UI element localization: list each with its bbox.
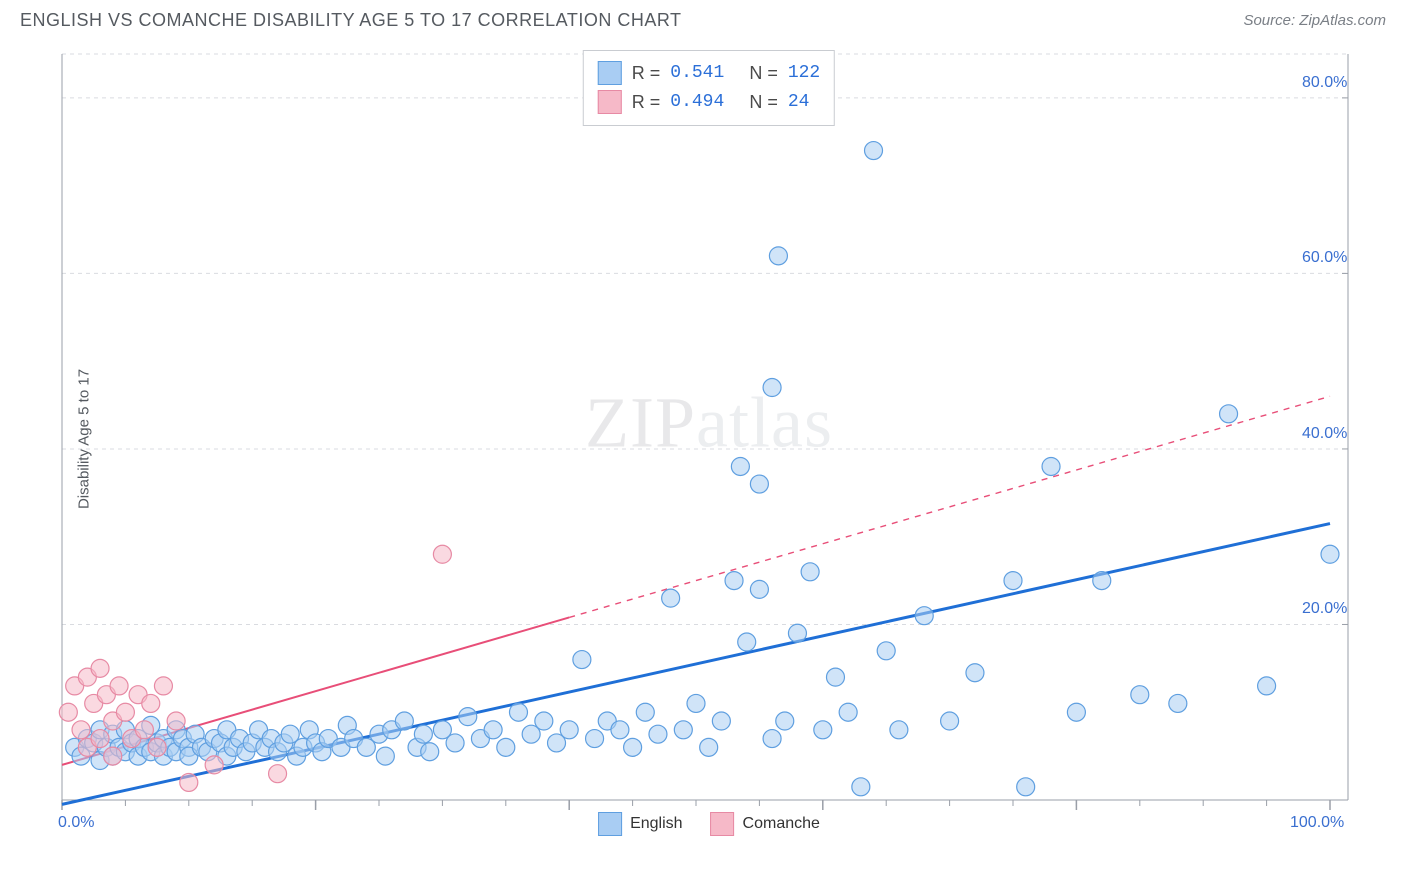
x-tick-label: 0.0% [58, 814, 94, 832]
legend-series: English Comanche [598, 812, 820, 836]
r-value-english: 0.541 [670, 59, 724, 88]
n-value-english: 122 [788, 59, 820, 88]
n-label: N = [749, 88, 778, 117]
r-value-comanche: 0.494 [670, 88, 724, 117]
r-label: R = [632, 59, 661, 88]
chart-area: Disability Age 5 to 17 ZIPatlas R = 0.54… [44, 44, 1374, 834]
n-value-comanche: 24 [788, 88, 810, 117]
x-tick-label: 100.0% [1290, 814, 1344, 832]
y-tick-label: 60.0% [1302, 249, 1347, 267]
title-bar: ENGLISH VS COMANCHE DISABILITY AGE 5 TO … [0, 0, 1406, 37]
swatch-english [598, 812, 622, 836]
scatter-plot [44, 44, 1374, 834]
source-label: Source: ZipAtlas.com [1243, 12, 1386, 29]
chart-title: ENGLISH VS COMANCHE DISABILITY AGE 5 TO … [20, 10, 682, 31]
r-label: R = [632, 88, 661, 117]
legend-label-comanche: Comanche [743, 815, 820, 833]
swatch-english [598, 61, 622, 85]
legend-label-english: English [630, 815, 682, 833]
legend-item-english: English [598, 812, 682, 836]
swatch-comanche [598, 90, 622, 114]
y-tick-label: 20.0% [1302, 600, 1347, 618]
legend-stats: R = 0.541 N = 122 R = 0.494 N = 24 [583, 50, 835, 126]
legend-stats-row-comanche: R = 0.494 N = 24 [598, 88, 820, 117]
y-tick-label: 80.0% [1302, 74, 1347, 92]
n-label: N = [749, 59, 778, 88]
legend-stats-row-english: R = 0.541 N = 122 [598, 59, 820, 88]
swatch-comanche [711, 812, 735, 836]
legend-item-comanche: Comanche [711, 812, 820, 836]
y-tick-label: 40.0% [1302, 425, 1347, 443]
